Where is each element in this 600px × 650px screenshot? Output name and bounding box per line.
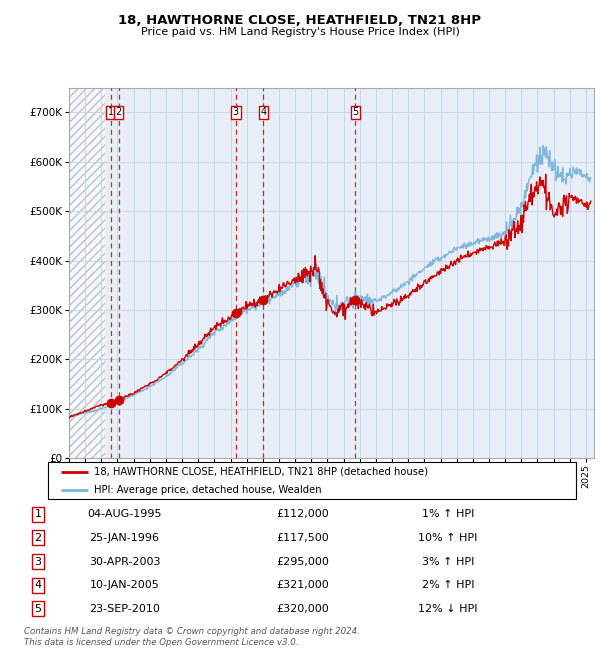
Text: 3% ↑ HPI: 3% ↑ HPI (422, 556, 474, 567)
Text: 1: 1 (107, 107, 114, 118)
Text: 2: 2 (34, 533, 41, 543)
Bar (69, 88, 104, 458)
Text: HPI: Average price, detached house, Wealden: HPI: Average price, detached house, Weal… (94, 485, 322, 495)
Text: 1% ↑ HPI: 1% ↑ HPI (422, 510, 474, 519)
Text: Contains HM Land Registry data © Crown copyright and database right 2024.
This d: Contains HM Land Registry data © Crown c… (24, 627, 360, 647)
Text: 10-JAN-2005: 10-JAN-2005 (89, 580, 160, 590)
Text: 5: 5 (34, 604, 41, 614)
Text: 4: 4 (260, 107, 266, 118)
Text: £117,500: £117,500 (277, 533, 329, 543)
Text: 1: 1 (34, 510, 41, 519)
Text: 18, HAWTHORNE CLOSE, HEATHFIELD, TN21 8HP: 18, HAWTHORNE CLOSE, HEATHFIELD, TN21 8H… (119, 14, 482, 27)
Text: Price paid vs. HM Land Registry's House Price Index (HPI): Price paid vs. HM Land Registry's House … (140, 27, 460, 37)
Text: 18, HAWTHORNE CLOSE, HEATHFIELD, TN21 8HP (detached house): 18, HAWTHORNE CLOSE, HEATHFIELD, TN21 8H… (94, 467, 428, 476)
Text: 04-AUG-1995: 04-AUG-1995 (87, 510, 161, 519)
Text: 2: 2 (115, 107, 122, 118)
Text: £320,000: £320,000 (277, 604, 329, 614)
Text: £112,000: £112,000 (277, 510, 329, 519)
FancyBboxPatch shape (48, 462, 576, 499)
Text: 3: 3 (233, 107, 239, 118)
Text: 25-JAN-1996: 25-JAN-1996 (89, 533, 160, 543)
Text: 23-SEP-2010: 23-SEP-2010 (89, 604, 160, 614)
Text: 4: 4 (34, 580, 41, 590)
Text: 10% ↑ HPI: 10% ↑ HPI (418, 533, 478, 543)
Text: 5: 5 (352, 107, 359, 118)
Text: 12% ↓ HPI: 12% ↓ HPI (418, 604, 478, 614)
Text: £295,000: £295,000 (277, 556, 329, 567)
Text: £321,000: £321,000 (277, 580, 329, 590)
Text: 30-APR-2003: 30-APR-2003 (89, 556, 160, 567)
Text: 3: 3 (34, 556, 41, 567)
Text: 2% ↑ HPI: 2% ↑ HPI (422, 580, 475, 590)
